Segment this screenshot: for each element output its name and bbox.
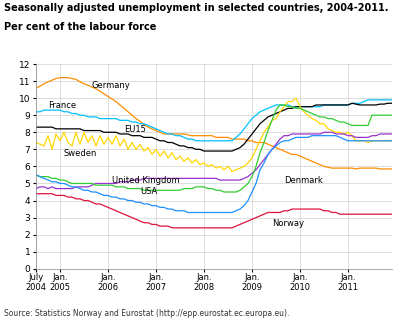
Text: Source: Statistics Norway and Eurostat (http://epp.eurostat.ec.europa.eu).: Source: Statistics Norway and Eurostat (…	[4, 309, 289, 318]
Text: Norway: Norway	[272, 219, 304, 228]
Text: France: France	[48, 101, 76, 110]
Text: Sweden: Sweden	[64, 149, 97, 158]
Text: Germany: Germany	[92, 81, 131, 90]
Text: Seasonally adjusted unemployment in selected countries, 2004-2011.: Seasonally adjusted unemployment in sele…	[4, 3, 388, 13]
Text: Denmark: Denmark	[284, 176, 323, 185]
Text: EU15: EU15	[124, 125, 146, 134]
Text: Per cent of the labour force: Per cent of the labour force	[4, 22, 156, 32]
Text: USA: USA	[140, 188, 157, 196]
Text: United Kingdom: United Kingdom	[112, 176, 180, 185]
